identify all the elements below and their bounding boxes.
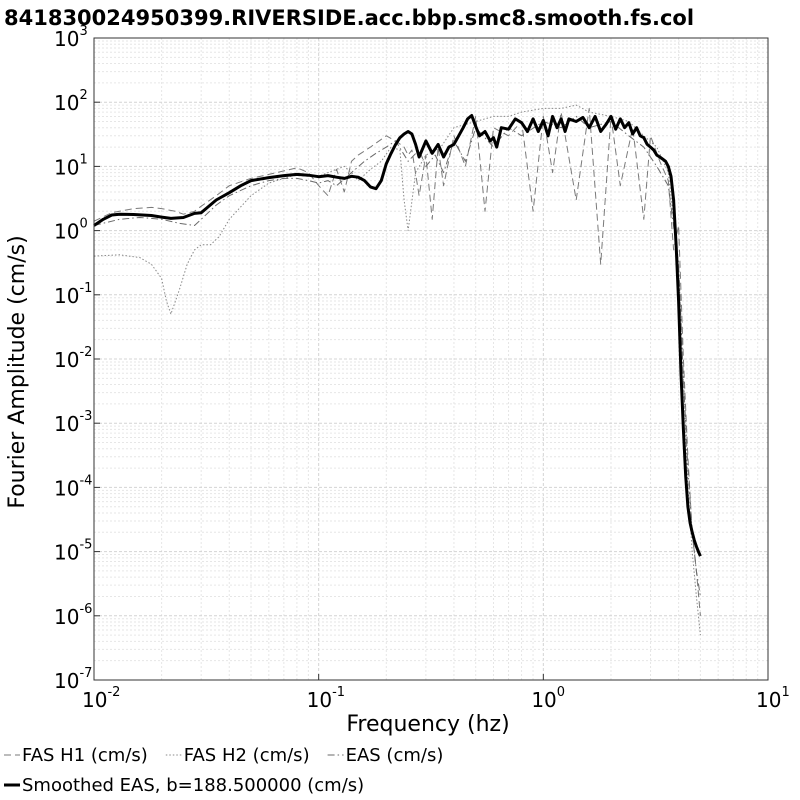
series-line-3 bbox=[93, 115, 701, 597]
axis-ticks: 10-2 10-1 100 101 103 102 101 100 10-1 10-2 10-3 10… bbox=[54, 24, 790, 712]
legend-label-4: Smoothed EAS, b=188.500000 (cm/s) bbox=[22, 775, 364, 796]
y-tick-label: 10-2 bbox=[54, 345, 92, 372]
y-tick-label: 101 bbox=[54, 152, 88, 179]
y-tick-label: 10-4 bbox=[54, 473, 92, 500]
series-lines bbox=[93, 104, 702, 636]
x-tick-label: 10-2 bbox=[82, 685, 120, 712]
y-tick-label: 103 bbox=[54, 24, 88, 51]
y-tick-label: 10-5 bbox=[54, 538, 92, 565]
x-axis-label: Frequency (hz) bbox=[346, 712, 509, 737]
y-tick-label: 10-1 bbox=[54, 281, 92, 308]
legend-label-2: FAS H2 (cm/s) bbox=[184, 745, 310, 766]
legend: FAS H1 (cm/s) FAS H2 (cm/s) EAS (cm/s) Smoo… bbox=[4, 745, 443, 796]
series-line-4 bbox=[93, 114, 702, 557]
legend-label-3: EAS (cm/s) bbox=[346, 745, 444, 766]
series-line-2 bbox=[93, 104, 701, 636]
grid bbox=[93, 38, 768, 681]
plot-frame bbox=[93, 37, 769, 681]
x-tick-label: 10-1 bbox=[307, 685, 345, 712]
y-axis-label: Fourier Amplitude (cm/s) bbox=[5, 235, 30, 508]
y-tick-label: 10-6 bbox=[54, 602, 92, 629]
chart-title: 841830024950399.RIVERSIDE.acc.bbp.smc8.s… bbox=[4, 6, 694, 30]
y-tick-label: 102 bbox=[54, 88, 88, 115]
x-tick-label: 101 bbox=[756, 685, 790, 712]
x-tick-label: 100 bbox=[531, 685, 565, 712]
series-line-1 bbox=[93, 107, 701, 616]
y-tick-label: 10-3 bbox=[54, 409, 92, 436]
y-tick-label: 100 bbox=[54, 217, 88, 244]
y-tick-label: 10-7 bbox=[54, 666, 92, 693]
legend-label-1: FAS H1 (cm/s) bbox=[22, 745, 148, 766]
